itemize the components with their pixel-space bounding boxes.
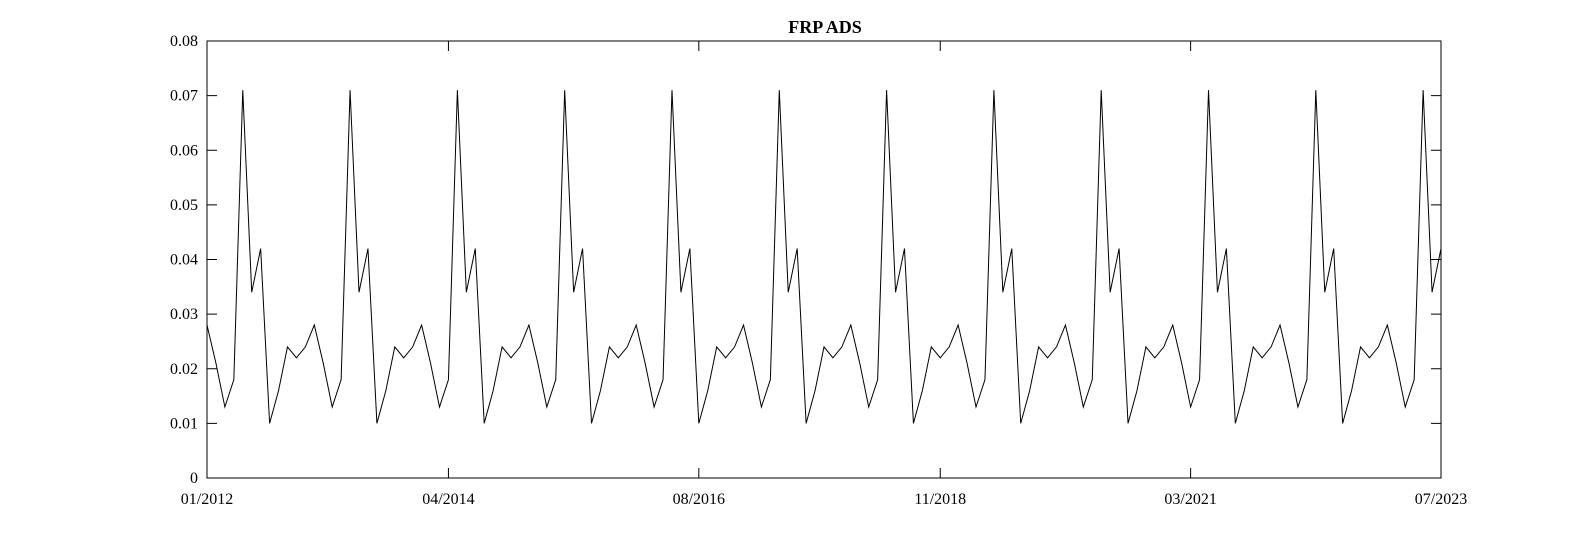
- y-tick-label: 0.08: [170, 33, 198, 50]
- y-tick-label: 0.07: [170, 88, 198, 105]
- chart-title: FRP ADS: [788, 17, 862, 37]
- x-tick-label: 11/2018: [914, 491, 966, 508]
- plot-area-frame: [206, 40, 1442, 479]
- x-tick-label: 01/2012: [181, 491, 233, 508]
- x-tick-label: 08/2016: [673, 491, 725, 508]
- x-tick-label: 07/2023: [1415, 491, 1467, 508]
- y-axis: 0 0.01 0.02 0.03 0.04 0.05 0.06 0.07 0.08: [170, 33, 1441, 487]
- x-axis: 01/2012 04/2014 08/2016 11/2018 03/2021 07/20…: [181, 41, 1467, 508]
- y-tick-label: 0.05: [170, 197, 198, 214]
- y-tick-label: 0: [190, 470, 198, 487]
- y-tick-label: 0.06: [170, 142, 198, 159]
- x-tick-label: 03/2021: [1164, 491, 1216, 508]
- y-tick-label: 0.01: [170, 415, 198, 432]
- y-tick-label: 0.04: [170, 252, 198, 269]
- x-tick-label: 04/2014: [422, 491, 474, 508]
- y-tick-label: 0.03: [170, 306, 198, 323]
- y-tick-label: 0.02: [170, 361, 198, 378]
- series-line: [206, 90, 1442, 424]
